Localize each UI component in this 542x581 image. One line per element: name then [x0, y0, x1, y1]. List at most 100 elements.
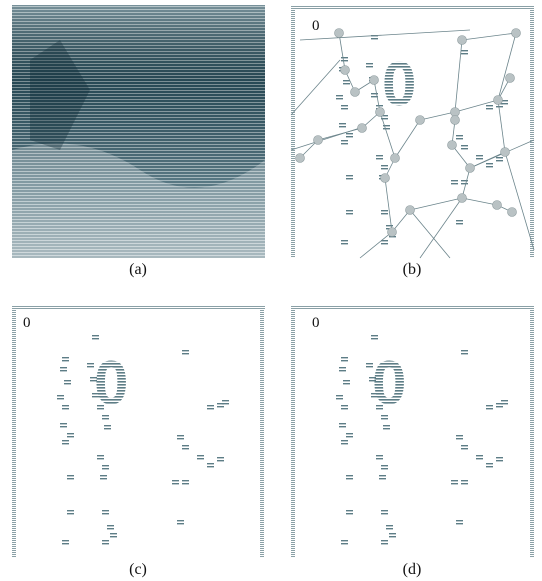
graph-node [391, 154, 400, 163]
dash-mark [341, 543, 348, 544]
dash-mark [486, 166, 493, 167]
dash-mark [92, 335, 99, 336]
dash-mark [67, 475, 74, 476]
graph-node [314, 136, 323, 145]
dash-mark [381, 468, 388, 469]
dash-mark [461, 480, 468, 481]
image-c [12, 305, 265, 557]
dash-mark [379, 475, 386, 476]
dash-mark [62, 408, 69, 409]
dash-mark [339, 423, 346, 424]
graph-node [494, 96, 503, 105]
dash-mark [104, 425, 111, 426]
dash-mark [341, 408, 348, 409]
dash-mark [341, 57, 348, 58]
dash-mark [461, 145, 468, 146]
dash-mark [496, 406, 503, 407]
dash-mark [346, 436, 353, 437]
digit-glyph: 0 [94, 349, 128, 418]
dash-mark [104, 428, 111, 429]
dash-mark [369, 377, 376, 378]
dash-mark [182, 448, 189, 449]
dash-mark [496, 157, 503, 158]
dash-mark [501, 103, 508, 104]
dash-mark [67, 433, 74, 434]
dash-mark [381, 165, 388, 166]
dash-mark [376, 455, 383, 456]
panel-d: 0 0 (d) [291, 305, 534, 578]
dash-mark [336, 98, 343, 99]
label: 0 [312, 18, 320, 34]
dash-mark [110, 533, 117, 534]
dash-mark [456, 523, 463, 524]
dash-mark [102, 513, 109, 514]
dash-mark [57, 395, 64, 396]
panel-c: 0 0 (c) [12, 305, 265, 578]
dash-mark [461, 350, 468, 351]
dash-mark [182, 483, 189, 484]
dash-mark [341, 105, 348, 106]
dash-mark [381, 213, 388, 214]
dash-mark [339, 370, 346, 371]
dash-mark [456, 138, 463, 139]
graph-node [448, 141, 457, 150]
dash-mark [341, 140, 348, 141]
dash-mark [336, 398, 343, 399]
dash-mark [64, 380, 71, 381]
dash-mark [346, 213, 353, 214]
graph-node [416, 116, 425, 125]
dash-mark [62, 440, 69, 441]
image-edge [12, 305, 265, 310]
graph-node [381, 174, 390, 183]
dash-mark [383, 128, 390, 129]
dash-mark [389, 536, 396, 537]
dash-mark [62, 540, 69, 541]
dash-mark [92, 393, 99, 394]
dash-mark [197, 458, 204, 459]
dash-mark [87, 363, 94, 364]
dash-mark [476, 455, 483, 456]
dash-mark [371, 338, 378, 339]
dash-mark [207, 463, 214, 464]
dash-mark [376, 158, 383, 159]
dash-mark [376, 105, 383, 106]
dash-mark [346, 178, 353, 179]
dash-mark [102, 418, 109, 419]
dash-mark [486, 466, 493, 467]
dash-mark [366, 363, 373, 364]
dash-mark [336, 395, 343, 396]
dash-mark [486, 463, 493, 464]
dash-mark [381, 415, 388, 416]
dash-mark [177, 435, 184, 436]
graph-node [376, 108, 385, 117]
dash-mark [456, 135, 463, 136]
dash-mark [341, 440, 348, 441]
dash-mark [62, 360, 69, 361]
dash-mark [341, 443, 348, 444]
dash-mark [341, 357, 348, 358]
dash-mark [461, 483, 468, 484]
dash-mark [182, 480, 189, 481]
dash-mark [346, 478, 353, 479]
dash-mark [97, 458, 104, 459]
dash-mark [376, 458, 383, 459]
dash-mark [60, 426, 67, 427]
dash-mark [67, 510, 74, 511]
graph-node [406, 206, 415, 215]
image-edge [260, 305, 264, 557]
dash-mark [456, 438, 463, 439]
graph-node [358, 124, 367, 133]
dash-mark [381, 543, 388, 544]
dash-mark [366, 63, 373, 64]
dash-mark [346, 175, 353, 176]
graph-node [501, 148, 510, 157]
dash-mark [496, 106, 503, 107]
image-edge [291, 305, 534, 310]
graph-node [508, 208, 517, 217]
dash-mark [97, 455, 104, 456]
dash-mark [486, 105, 493, 106]
dash-mark [383, 428, 390, 429]
dash-mark [376, 408, 383, 409]
figure: (a) 0 0 (b) 0 0 (c) 0 0 (d) [0, 0, 542, 581]
dash-mark [501, 403, 508, 404]
